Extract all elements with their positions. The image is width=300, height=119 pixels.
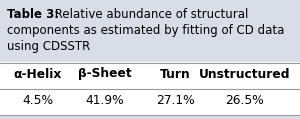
Text: 27.1%: 27.1%	[156, 94, 194, 107]
Text: 41.9%: 41.9%	[86, 94, 124, 107]
Text: Relative abundance of structural: Relative abundance of structural	[51, 8, 248, 21]
Text: α-Helix: α-Helix	[14, 67, 62, 80]
Text: Unstructured: Unstructured	[199, 67, 291, 80]
Text: using CDSSTR: using CDSSTR	[7, 40, 90, 53]
Text: Turn: Turn	[160, 67, 191, 80]
Text: Table 3:: Table 3:	[7, 8, 59, 21]
Text: 4.5%: 4.5%	[22, 94, 53, 107]
Text: 26.5%: 26.5%	[226, 94, 264, 107]
Text: components as estimated by fitting of CD data: components as estimated by fitting of CD…	[7, 24, 284, 37]
Bar	[0, 62, 300, 116]
Text: β-Sheet: β-Sheet	[78, 67, 132, 80]
